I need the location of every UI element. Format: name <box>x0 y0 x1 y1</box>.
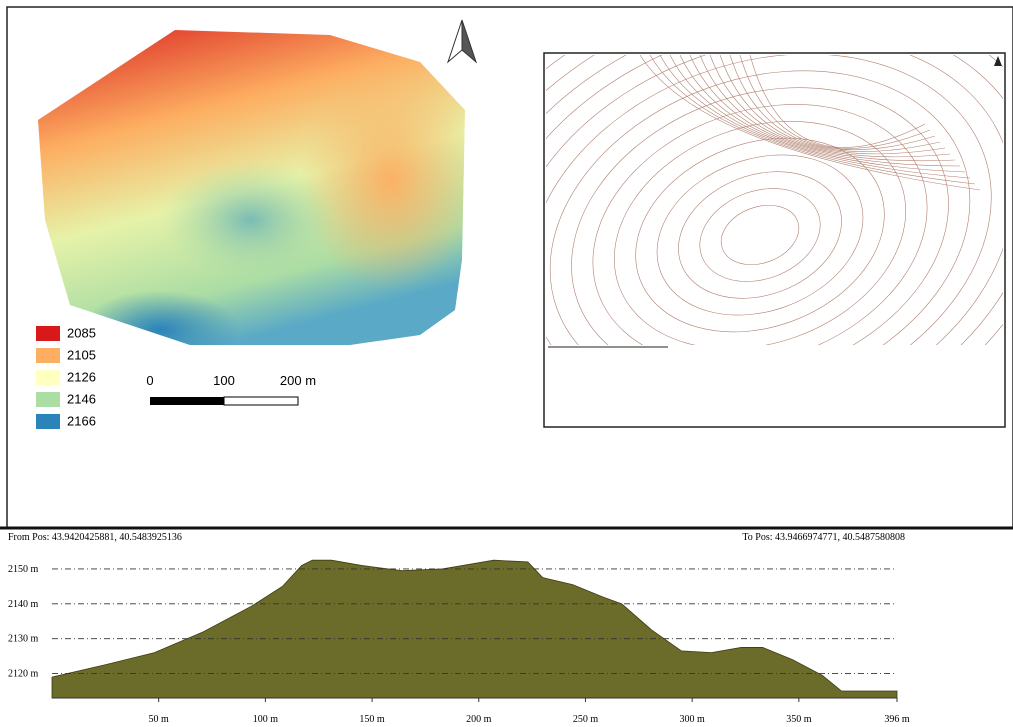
x-tick-label: 200 m <box>466 714 492 725</box>
contour <box>592 104 928 345</box>
contour <box>699 55 951 158</box>
contour <box>709 55 946 155</box>
contour <box>613 120 907 345</box>
y-tick-label: 2140 m <box>8 599 39 610</box>
contour <box>739 55 931 149</box>
legend-label: 2085 <box>67 325 96 340</box>
x-tick-label: 350 m <box>786 714 812 725</box>
contour-frame <box>543 52 1006 428</box>
x-tick-label: 50 m <box>149 714 170 725</box>
contour <box>749 55 926 148</box>
contour <box>719 55 941 152</box>
contour <box>639 55 981 191</box>
to-pos: To Pos: 43.9466974771, 40.5487580808 <box>742 532 905 543</box>
legend-swatch <box>36 370 60 385</box>
x-tick-label: 250 m <box>573 714 599 725</box>
scale-label: 0 <box>146 373 153 388</box>
contour <box>659 55 971 179</box>
contour <box>729 55 936 151</box>
contour <box>635 137 885 333</box>
contour <box>546 55 1003 345</box>
contour <box>649 55 976 185</box>
profile-area <box>51 559 898 699</box>
y-tick-label: 2130 m <box>8 634 39 645</box>
contour <box>679 55 961 167</box>
profile-chart: 2150 m 2140 m 2130 m 2120 m 50 m 100 m 150 m 20… <box>8 559 910 725</box>
legend-swatch <box>36 414 60 429</box>
legend-label: 2126 <box>67 369 96 384</box>
from-pos: From Pos: 43.9420425881, 40.5483925136 <box>8 532 182 543</box>
legend-swatch <box>36 326 60 341</box>
contour-map <box>546 55 1003 345</box>
contour <box>699 188 821 282</box>
legend: 2085 2105 2126 2146 2166 <box>36 325 96 429</box>
scale-bar: 0 100 200 m <box>146 373 316 406</box>
contour <box>656 154 864 316</box>
contour <box>720 205 800 265</box>
scale-label: 200 m <box>280 373 316 388</box>
contour <box>571 87 949 345</box>
contour <box>669 55 966 173</box>
y-tick-label: 2120 m <box>8 669 39 680</box>
north-arrow <box>446 19 478 64</box>
contour <box>546 55 992 345</box>
x-tick-label: 150 m <box>359 714 385 725</box>
contour <box>689 55 956 162</box>
legend-swatch <box>36 348 60 363</box>
legend-swatch <box>36 392 60 407</box>
scale-label: 100 <box>213 373 235 388</box>
legend-label: 2146 <box>67 391 96 406</box>
dem-map <box>38 30 465 345</box>
legend-label: 2166 <box>67 413 96 428</box>
contour <box>549 70 971 345</box>
x-tick-label: 396 m <box>884 714 910 725</box>
legend-label: 2105 <box>67 347 96 362</box>
x-tick-label: 100 m <box>253 714 279 725</box>
contour-north <box>994 56 1002 66</box>
y-tick-label: 2150 m <box>8 564 39 575</box>
contour <box>678 171 842 299</box>
contour-lines <box>546 55 1003 345</box>
x-tick-label: 300 m <box>680 714 706 725</box>
